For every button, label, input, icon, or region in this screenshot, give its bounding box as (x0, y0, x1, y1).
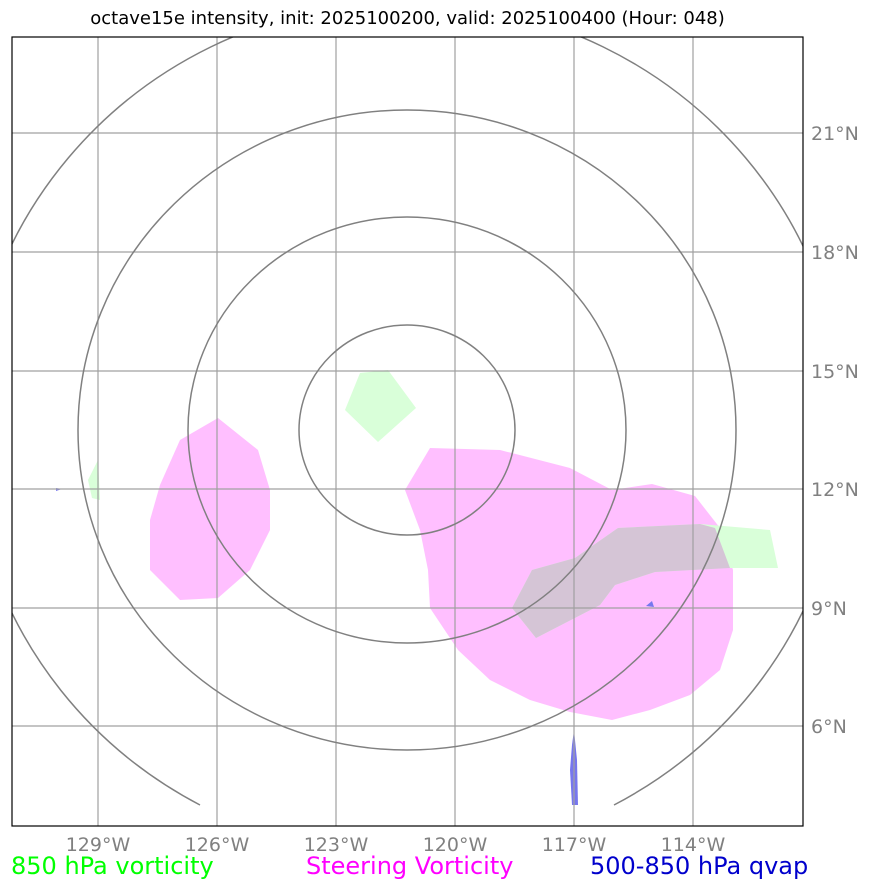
graticule (12, 37, 803, 826)
legend-qvap: 500-850 hPa qvap (590, 852, 809, 880)
lon-tick-label: 123°W (304, 834, 369, 856)
lon-tick-labels: 129°W 126°W 123°W 120°W 117°W 114°W (66, 834, 726, 856)
lat-tick-label: 18°N (811, 242, 859, 264)
lat-tick-label: 9°N (811, 598, 847, 620)
lon-tick-label: 120°W (423, 834, 488, 856)
lon-tick-label: 129°W (66, 834, 131, 856)
legend-steering-vorticity: Steering Vorticity (306, 852, 514, 880)
legend-vorticity-850: 850 hPa vorticity (11, 852, 214, 880)
lat-tick-labels: 21°N 18°N 15°N 12°N 9°N 6°N (811, 123, 859, 738)
ring-3 (77, 109, 737, 751)
overlap-band (512, 524, 730, 638)
lon-tick-label: 126°W (185, 834, 250, 856)
qvap-dot (646, 601, 654, 607)
vorticity-850-west-edge (88, 460, 100, 500)
lon-tick-label: 114°W (661, 834, 726, 856)
lat-tick-label: 12°N (811, 479, 859, 501)
lon-tick-label: 117°W (542, 834, 607, 856)
lat-tick-label: 21°N (811, 123, 859, 145)
ring-4 (12, 37, 803, 806)
vorticity-850-center (345, 370, 416, 442)
ring-1 (298, 324, 516, 536)
map-frame (11, 36, 804, 827)
lat-tick-label: 6°N (811, 716, 847, 738)
lat-tick-label: 15°N (811, 361, 859, 383)
distance-rings (12, 37, 803, 806)
vorticity-overlap (512, 524, 730, 638)
map-title: octave15e intensity, init: 2025100200, v… (90, 8, 725, 29)
steering-vorticity-west (150, 418, 270, 600)
ring-2 (187, 216, 627, 644)
